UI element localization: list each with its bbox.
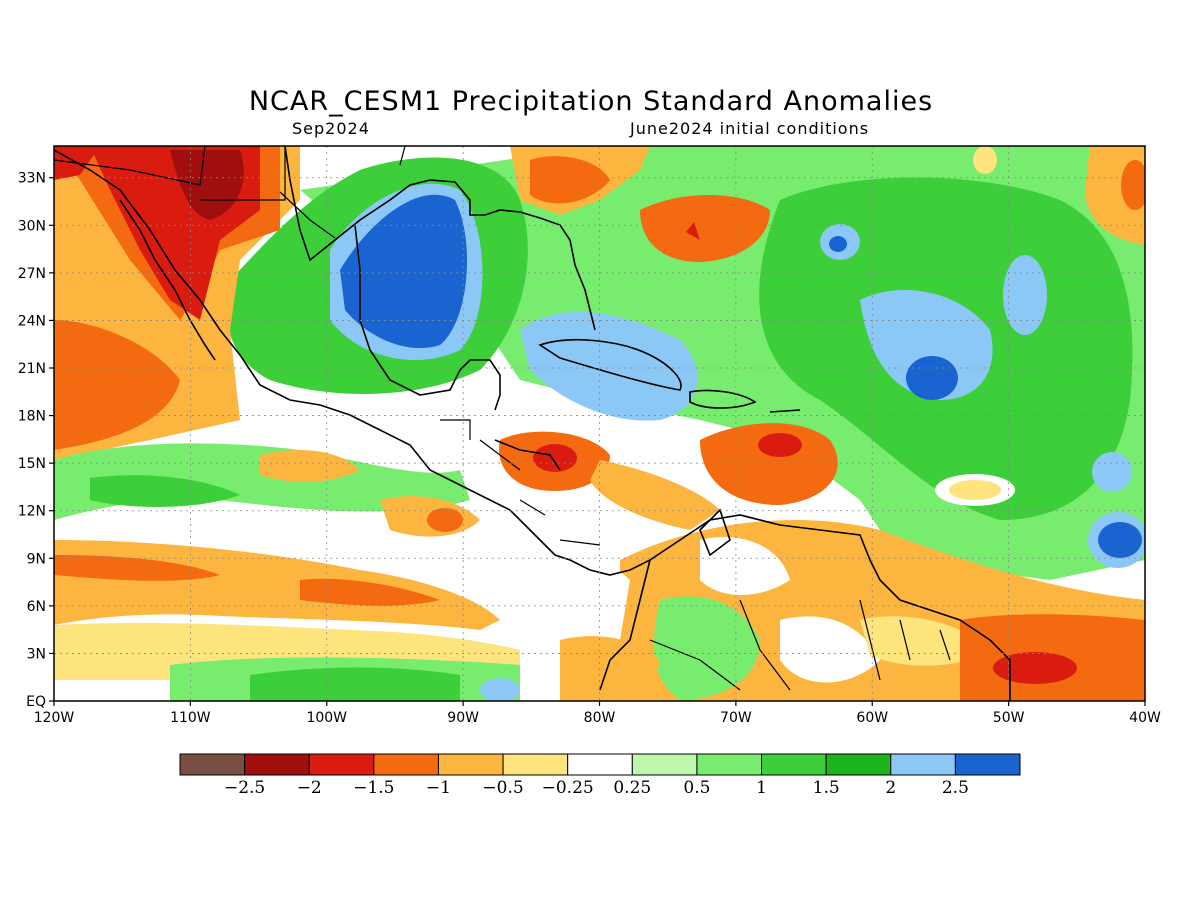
colorbar-swatch	[567, 753, 633, 776]
colorbar-label: 0.25	[613, 778, 651, 798]
y-tick-label: 21N	[18, 361, 46, 377]
colorbar-swatch	[373, 753, 439, 776]
colorbar-swatch	[502, 753, 569, 776]
y-tick-label: 18N	[18, 409, 46, 425]
y-tick-label: 3N	[27, 646, 46, 662]
colorbar-label: −2	[297, 778, 322, 798]
colorbar-swatch	[179, 753, 246, 776]
longitude-axis: 120W 110W 100W 90W 80W 70W 60W 50W 40W	[34, 701, 1161, 726]
colorbar-label: 1.5	[813, 778, 840, 798]
colorbar-label: −0.5	[482, 778, 523, 798]
colorbar-swatch	[631, 753, 698, 776]
y-tick-label: 9N	[27, 551, 46, 567]
colorbar-label: 2.5	[942, 778, 969, 798]
y-tick-label: 27N	[18, 266, 46, 282]
colorbar-swatch	[308, 753, 375, 776]
chart-title: NCAR_CESM1 Precipitation Standard Anomal…	[248, 86, 934, 117]
x-tick-label: 100W	[306, 710, 347, 726]
colorbar-swatch	[954, 753, 1021, 776]
colorbar-label: −2.5	[224, 778, 265, 798]
colorbar-label: 1	[756, 778, 767, 798]
border-overlay	[54, 146, 951, 691]
x-tick-label: 60W	[856, 710, 888, 726]
y-tick-label: 12N	[18, 504, 46, 520]
valid-month-label: Sep2024	[292, 119, 370, 138]
colorbar-swatch	[696, 753, 763, 776]
y-tick-label: 30N	[18, 218, 46, 234]
y-tick-label: 33N	[18, 171, 46, 187]
x-tick-label: 80W	[584, 710, 616, 726]
colorbar-label: −0.25	[542, 778, 594, 798]
colorbar-label: 0.5	[683, 778, 710, 798]
y-tick-label: 15N	[18, 456, 46, 472]
y-tick-label: 6N	[27, 599, 46, 615]
x-tick-label: 70W	[720, 710, 752, 726]
lat-lon-grid	[54, 146, 1145, 701]
colorbar-label: 2	[885, 778, 896, 798]
colorbar-label: −1.5	[353, 778, 394, 798]
colorbar-swatch	[244, 753, 310, 776]
x-tick-label: 90W	[447, 710, 479, 726]
colorbar-swatch	[825, 753, 892, 776]
y-tick-label: 24N	[18, 313, 46, 329]
colorbar-swatch	[890, 753, 956, 776]
colorbar-label: −1	[426, 778, 451, 798]
colorbar-swatch	[761, 753, 827, 776]
y-tick-label: EQ	[26, 694, 46, 710]
anomaly-field	[54, 146, 1145, 701]
x-tick-label: 110W	[170, 710, 211, 726]
colorbar-swatch	[437, 753, 504, 776]
latitude-axis: EQ 3N 6N 9N 12N 15N 18N 21N 24N 27N 30N 33N	[18, 171, 54, 710]
x-tick-label: 50W	[993, 710, 1025, 726]
x-tick-label: 120W	[34, 710, 75, 726]
initial-conditions-label: June2024 initial conditions	[630, 119, 870, 138]
x-tick-label: 40W	[1129, 710, 1161, 726]
